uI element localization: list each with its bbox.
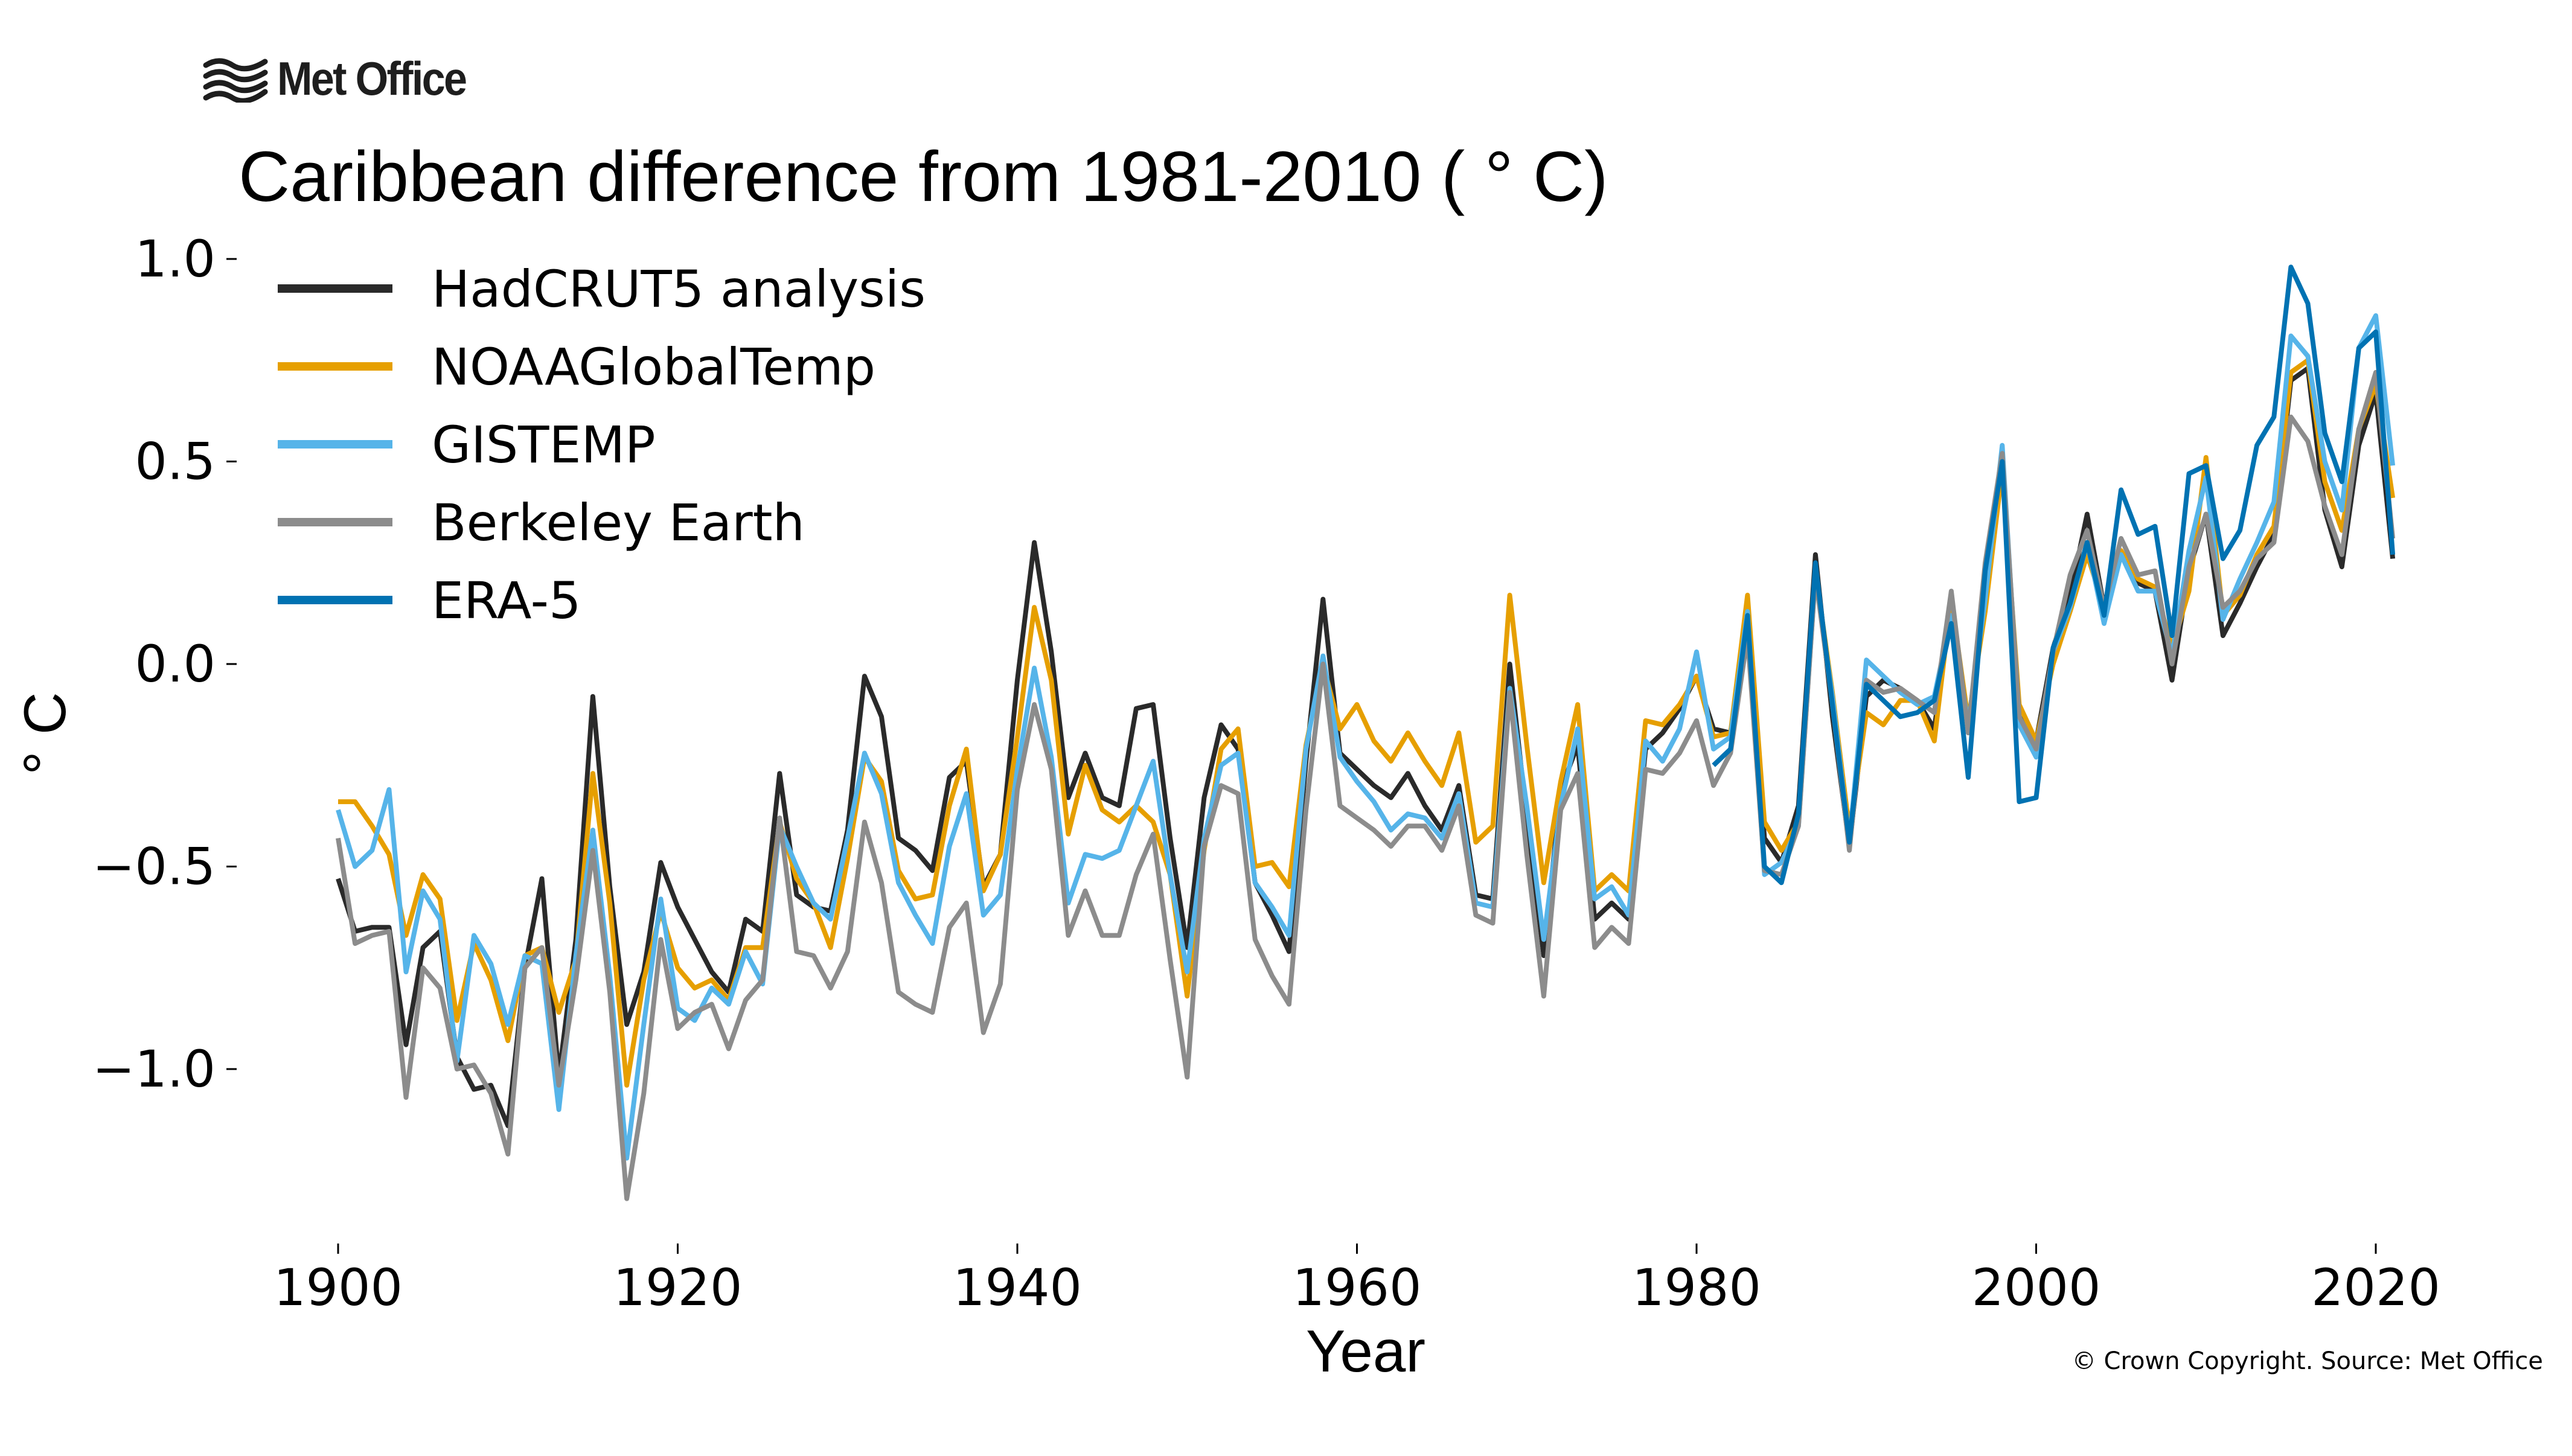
y-tick-label: 0.5 (135, 432, 216, 491)
y-axis: 1.0 0.5 0.0 −0.5 −1.0 (92, 229, 237, 1099)
met-office-logo: Met Office (202, 51, 487, 106)
y-axis-label: ° C (11, 692, 78, 774)
x-tick-label: 2020 (2311, 1258, 2440, 1317)
logo-text: Met Office (277, 52, 467, 105)
y-tick-label: −0.5 (92, 837, 216, 896)
series-layer (336, 264, 2396, 1201)
series-line-era-5 (1712, 264, 2396, 886)
legend-label-berkeley-earth: Berkeley Earth (432, 493, 805, 552)
legend-label-era-5: ERA-5 (432, 571, 581, 630)
x-axis: 1900 1920 1940 1960 1980 2000 2020 (274, 1244, 2440, 1317)
x-tick-label: 1900 (274, 1258, 403, 1317)
x-axis-label: Year (1306, 1318, 1425, 1384)
y-tick-label: 0.0 (135, 634, 216, 694)
chart-title: Caribbean difference from 1981-2010 ( ° … (238, 137, 1608, 217)
x-tick-label: 1920 (613, 1258, 743, 1317)
x-tick-label: 1960 (1293, 1258, 1422, 1317)
legend-label-gistemp: GISTEMP (432, 415, 656, 474)
legend-label-noaaglobaltemp: NOAAGlobalTemp (432, 337, 875, 397)
legend: HadCRUT5 analysis NOAAGlobalTemp GISTEMP Be… (278, 260, 926, 630)
x-tick-label: 1980 (1632, 1258, 1761, 1317)
x-tick-label: 1940 (953, 1258, 1082, 1317)
met-office-waves-icon (203, 58, 268, 103)
y-tick-label: 1.0 (135, 229, 216, 289)
y-tick-label: −1.0 (92, 1039, 216, 1099)
copyright-notice: © Crown Copyright. Source: Met Office (2071, 1347, 2543, 1375)
x-tick-label: 2000 (1972, 1258, 2101, 1317)
legend-label-hadcrut5-analysis: HadCRUT5 analysis (432, 260, 926, 319)
